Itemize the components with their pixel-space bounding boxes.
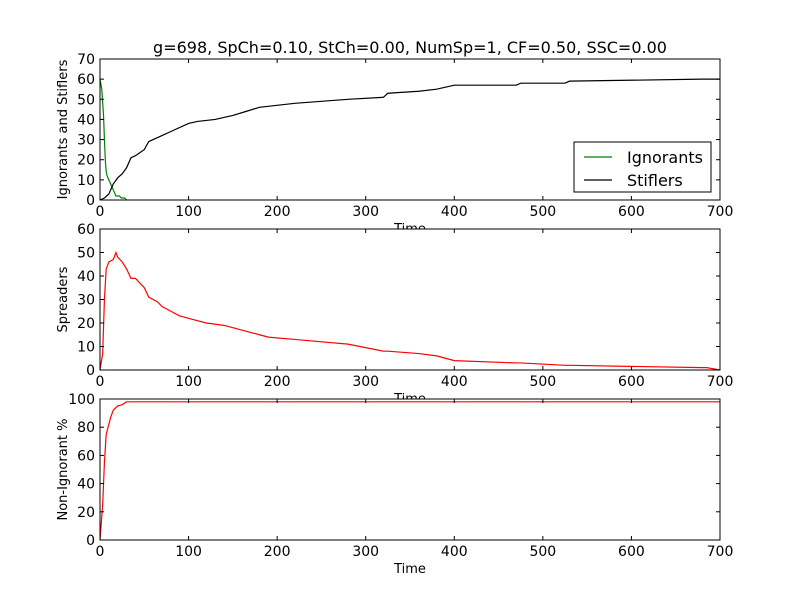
y-tick-label: 40 [77, 269, 95, 285]
y-tick-label: 40 [77, 112, 95, 128]
y-tick-label: 30 [77, 293, 95, 309]
x-tick-label: 100 [175, 544, 202, 560]
x-tick-label: 200 [264, 544, 291, 560]
axes-frame [99, 58, 721, 201]
series-group [99, 250, 721, 371]
non-ignorant-panel: 0 100 200 300 400 500 600 700 0 20 40 60 80 100 Time No… [56, 392, 733, 577]
series-line-ignorants [99, 79, 128, 201]
x-tick-label: 400 [441, 204, 468, 220]
axes-frame [99, 398, 721, 541]
y-axis-label: Ignorants and Stiflers [56, 59, 71, 199]
x-tick-label: 700 [707, 374, 734, 390]
legend-box [573, 141, 712, 193]
x-tick-label: 200 [264, 204, 291, 220]
x-tick-label: 600 [618, 544, 645, 560]
y-tick-label: 30 [77, 133, 95, 149]
y-axis-label: Non-Ignorant % [56, 418, 71, 520]
x-tick-label: 400 [441, 544, 468, 560]
y-axis-label: Spreaders [56, 266, 71, 332]
legend: Ignorants Stiflers [573, 141, 712, 193]
y-tick-label: 20 [77, 153, 95, 169]
x-tick-label: 500 [529, 374, 556, 390]
y-tick-label: 60 [77, 222, 95, 238]
x-tick-label: 700 [707, 544, 734, 560]
x-tick-label: 200 [264, 374, 291, 390]
spreaders-panel: 01002003004005006007000102030405060TimeS… [56, 222, 733, 407]
series-group [99, 78, 720, 201]
y-tick-label: 50 [77, 92, 95, 108]
x-tick-label: 100 [175, 374, 202, 390]
series-line [99, 250, 721, 371]
legend-label-ignorants: Ignorants [627, 148, 703, 167]
y-tick-label: 80 [77, 420, 95, 436]
plot-area [100, 229, 720, 370]
y-tick-label: 50 [77, 246, 95, 262]
y-tick-label: 70 [77, 52, 95, 68]
x-tick-label: 500 [529, 544, 556, 560]
y-tick-label: 10 [77, 173, 95, 189]
y-tick-label: 100 [68, 392, 95, 408]
y-tick-label: 0 [86, 363, 95, 379]
x-tick-label: 300 [352, 204, 379, 220]
x-tick-label: 300 [352, 374, 379, 390]
y-tick-label: 0 [86, 193, 95, 209]
y-tick-label: 60 [77, 72, 95, 88]
y-tick-label: 10 [77, 340, 95, 356]
y-tick-label: 60 [77, 448, 95, 464]
x-axis-label: Time [393, 562, 426, 577]
x-tick-label: 700 [707, 204, 734, 220]
x-tick-label: 600 [618, 374, 645, 390]
y-tick-label: 40 [77, 477, 95, 493]
chart-title: g=698, SpCh=0.10, StCh=0.00, NumSp=1, CF… [153, 38, 667, 57]
x-tick-label: 0 [96, 374, 105, 390]
series-group [99, 401, 720, 541]
series-line [99, 401, 720, 541]
plot-area [100, 399, 720, 540]
x-tick-label: 600 [618, 204, 645, 220]
y-tick-label: 20 [77, 316, 95, 332]
x-tick-label: 0 [96, 204, 105, 220]
legend-label-stiflers: Stiflers [627, 171, 683, 190]
y-tick-label: 0 [86, 533, 95, 549]
ignorants-stiflers-panel: 0100200300400500600700010203040506070Tim… [56, 52, 733, 237]
x-tick-label: 300 [352, 544, 379, 560]
x-tick-label: 0 [96, 544, 105, 560]
x-tick-label: 500 [529, 204, 556, 220]
series-line-stiflers [99, 78, 720, 201]
y-tick-label: 20 [77, 505, 95, 521]
x-tick-label: 400 [441, 374, 468, 390]
x-tick-label: 100 [175, 204, 202, 220]
